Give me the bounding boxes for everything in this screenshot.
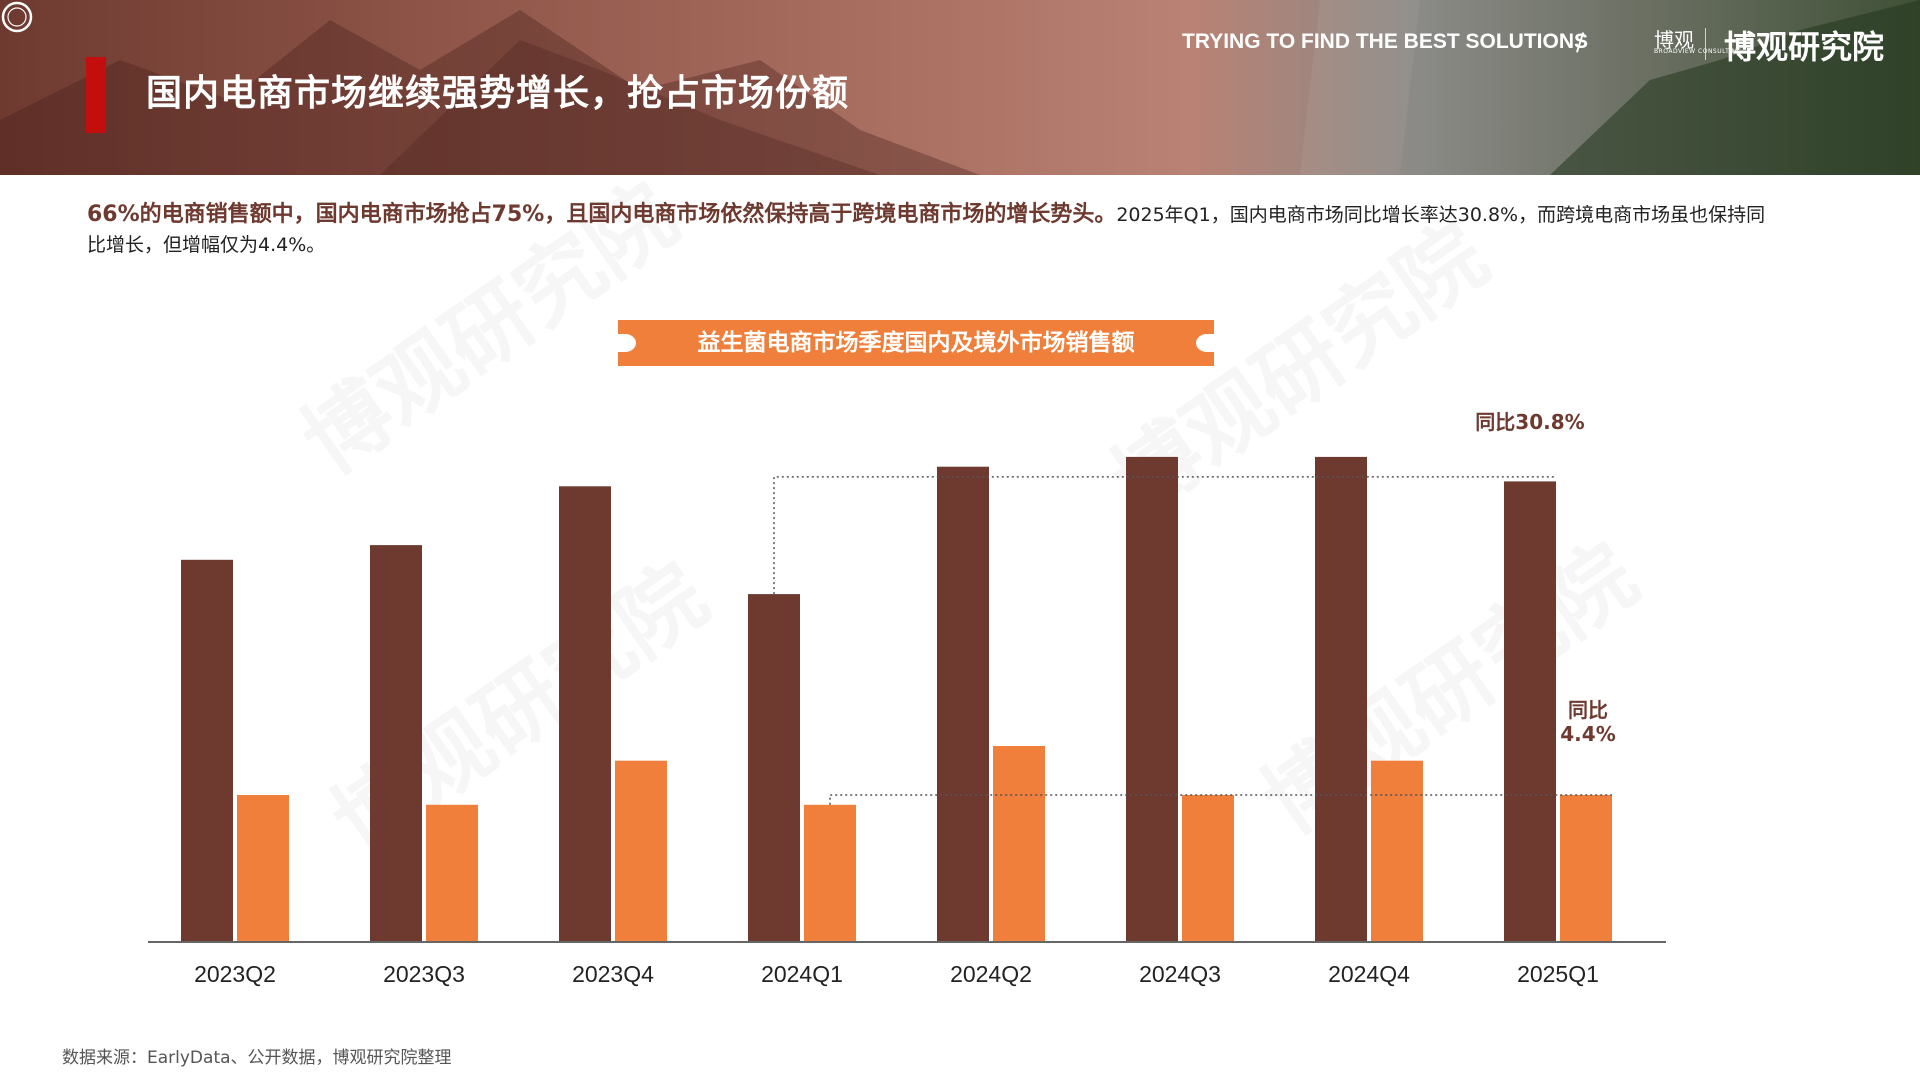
logo-subtext: BROADVIEW CONSULTING — [1654, 48, 1742, 55]
bar-domestic-2023Q3 — [370, 545, 422, 942]
bar-crossborder-2025Q1 — [1560, 795, 1612, 942]
bar-domestic-2024Q1 — [748, 594, 800, 942]
x-tick-label: 2024Q2 — [950, 961, 1032, 987]
source-note: 数据来源：EarlyData、公开数据，博观研究院整理 — [62, 1048, 452, 1068]
x-tick-label: 2024Q1 — [761, 961, 843, 987]
bar-crossborder-2024Q4 — [1371, 760, 1423, 942]
chart-title: 益生菌电商市场季度国内及境外市场销售额 — [614, 320, 1218, 366]
bar-domestic-2023Q2 — [181, 559, 233, 942]
yoy-connector-line — [829, 794, 1612, 805]
header-separator: / — [1576, 28, 1585, 56]
header-tagline: TRYING TO FIND THE BEST SOLUTIONS — [1182, 30, 1589, 53]
x-tick-label: 2024Q3 — [1139, 961, 1221, 987]
bar-domestic-2024Q4 — [1315, 456, 1367, 942]
x-tick-label: 2023Q3 — [383, 961, 465, 987]
bar-domestic-2024Q2 — [937, 466, 989, 942]
bar-crossborder-2024Q3 — [1182, 795, 1234, 942]
logo-divider — [1705, 28, 1706, 60]
bar-crossborder-2024Q1 — [804, 804, 856, 942]
bar-domestic-2024Q3 — [1126, 456, 1178, 942]
x-tick-label: 2023Q2 — [194, 961, 276, 987]
x-tick-label: 2024Q4 — [1328, 961, 1410, 987]
bar-crossborder-2023Q2 — [237, 795, 289, 942]
bar-domestic-2025Q1 — [1504, 481, 1556, 942]
intro-highlight: 66%的电商销售额中，国内电商市场抢占75%，且国内电商市场依然保持高于跨境电商… — [87, 202, 1117, 227]
page-title: 国内电商市场继续强势增长，抢占市场份额 — [146, 73, 850, 114]
header-banner: 国内电商市场继续强势增长，抢占市场份额 TRYING TO FIND THE B… — [0, 0, 1920, 175]
x-tick-label: 2025Q1 — [1517, 961, 1599, 987]
bar-crossborder-2024Q2 — [993, 746, 1045, 942]
bar-crossborder-2023Q4 — [615, 760, 667, 942]
logo-text: 博观 — [1654, 28, 1694, 52]
x-tick-label: 2023Q4 — [572, 961, 654, 987]
intro-detail: 2025年Q1，国内电商市场同比增长率达30.8%，而跨境电商市场虽也保持同比增… — [87, 204, 1766, 256]
brand-name: 博观研究院 — [1724, 28, 1885, 66]
yoy-label-crossborder-line2: 4.4% — [1560, 722, 1615, 746]
mountain-backdrop — [0, 0, 1920, 175]
bar-domestic-2023Q4 — [559, 486, 611, 942]
title-accent-bar — [86, 57, 106, 133]
brand-logo-icon — [1, 1, 33, 33]
yoy-label-crossborder-line1: 同比 — [1568, 698, 1608, 722]
yoy-label-domestic: 同比30.8% — [1475, 410, 1584, 434]
bar-crossborder-2023Q3 — [426, 804, 478, 942]
intro-paragraph: 66%的电商销售额中，国内电商市场抢占75%，且国内电商市场依然保持高于跨境电商… — [87, 200, 1767, 260]
